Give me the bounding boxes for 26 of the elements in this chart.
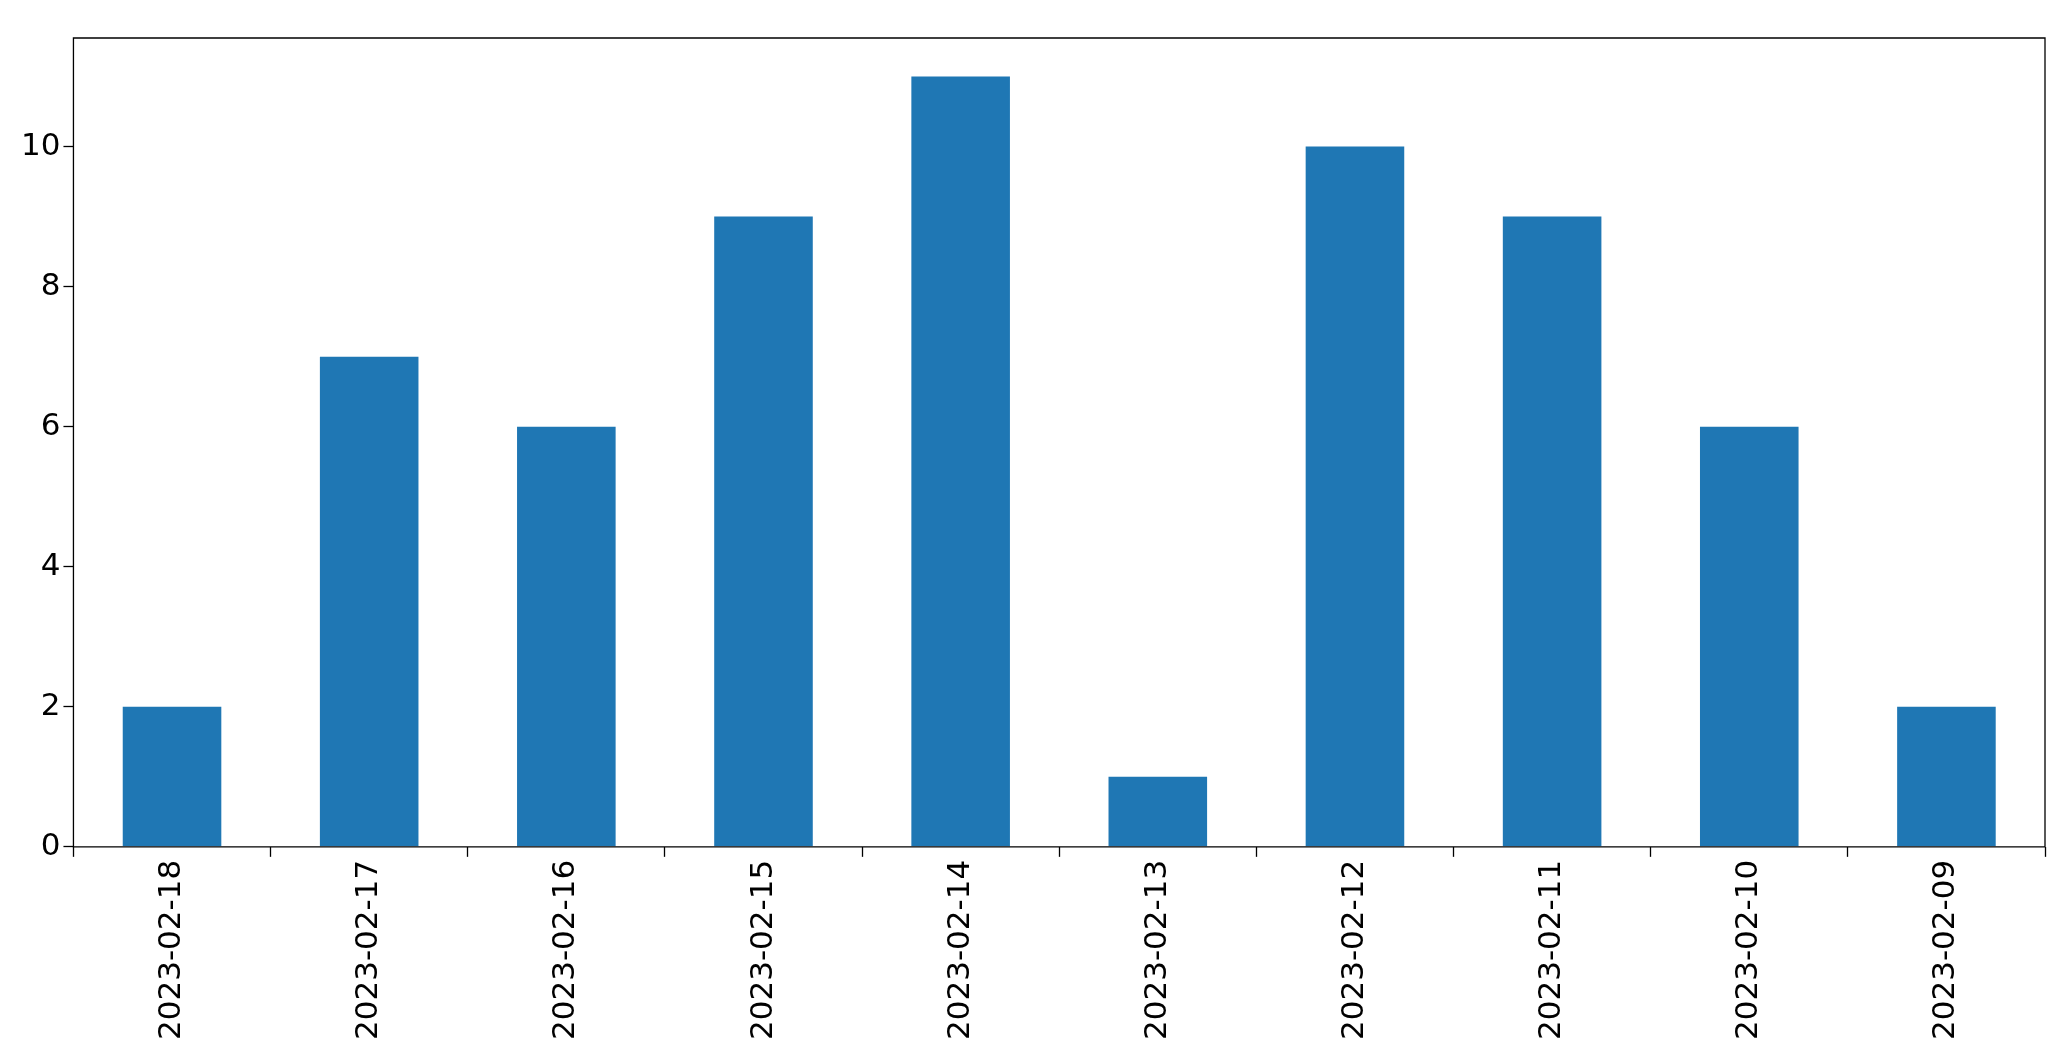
y-tick-label: 6 xyxy=(40,405,61,442)
y-tick-label: 4 xyxy=(40,545,61,582)
bar xyxy=(1305,146,1405,847)
y-tick-label: 0 xyxy=(40,825,61,862)
bar xyxy=(1897,706,1996,847)
x-tick-label: 2023-02-09 xyxy=(1925,859,1962,1041)
x-tick-label: 2023-02-11 xyxy=(1531,859,1568,1041)
bar xyxy=(911,76,1010,847)
bar xyxy=(714,216,813,847)
x-tick-label: 2023-02-17 xyxy=(348,859,385,1041)
y-tick-label: 2 xyxy=(40,685,61,722)
bar xyxy=(517,426,616,847)
bar xyxy=(1108,776,1208,847)
bar xyxy=(122,706,222,847)
y-tick-label: 8 xyxy=(40,265,61,302)
bar xyxy=(1502,216,1602,847)
x-tick-label: 2023-02-10 xyxy=(1728,859,1765,1041)
x-tick-label: 2023-02-14 xyxy=(939,859,976,1041)
x-tick-label: 2023-02-16 xyxy=(545,859,582,1041)
y-tick-label: 10 xyxy=(20,125,61,162)
bar xyxy=(319,356,419,847)
x-tick-label: 2023-02-15 xyxy=(742,859,779,1041)
bar xyxy=(1699,426,1799,847)
x-tick-label: 2023-02-13 xyxy=(1136,859,1173,1041)
x-tick-label: 2023-02-12 xyxy=(1334,859,1370,1041)
x-tick-label: 2023-02-18 xyxy=(151,859,188,1041)
